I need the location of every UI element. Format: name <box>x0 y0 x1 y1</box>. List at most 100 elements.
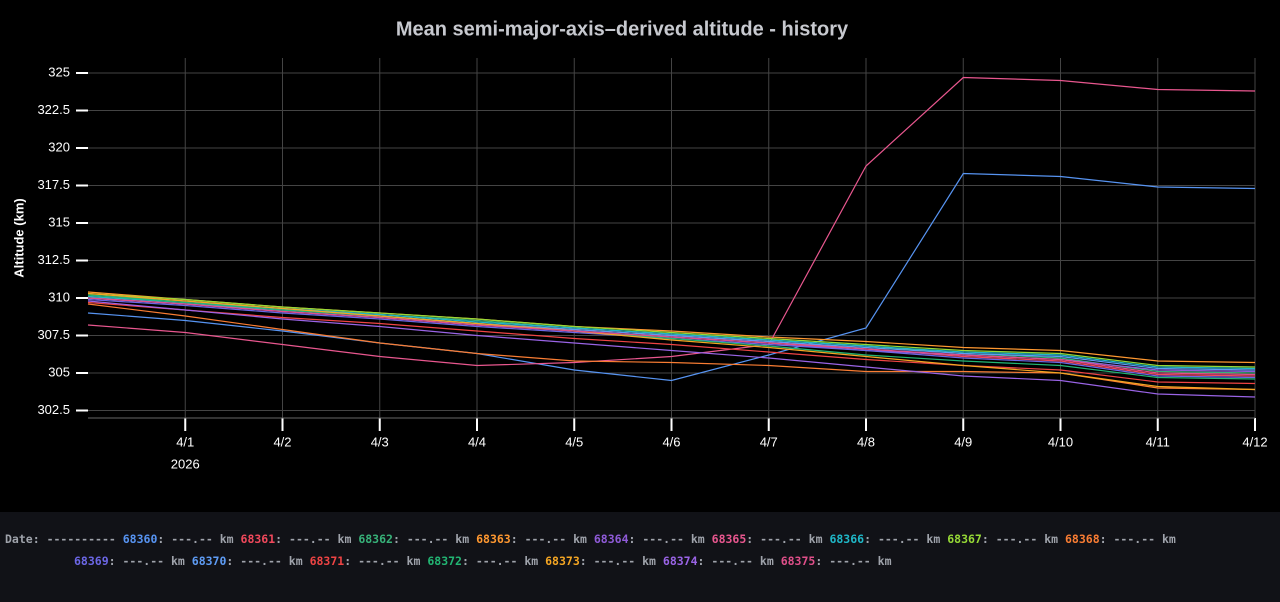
legend-name: 68368 <box>1065 532 1100 546</box>
legend-value: ---.-- <box>240 554 282 568</box>
x-tick-label: 4/8 <box>857 434 875 449</box>
legend-item: 68373: ---.-- km <box>545 554 656 568</box>
legend-name: 68360 <box>122 532 158 546</box>
series-line <box>87 297 1256 376</box>
x-tick-label: 4/2 <box>273 434 291 449</box>
legend-unit: km <box>219 532 234 546</box>
x-tick-label: 4/11 <box>1146 434 1170 449</box>
legend-value: ---.-- <box>406 532 449 546</box>
chart-title: Mean semi-major-axis–derived altitude - … <box>396 18 849 40</box>
y-axis-label: Altitude (km) <box>11 198 26 277</box>
x-tick-label: 4/7 <box>760 434 778 449</box>
legend-unit: km <box>642 554 656 568</box>
legend-value: ---.-- <box>475 554 518 568</box>
legend-item: 68368: ---.-- km <box>1065 532 1176 546</box>
legend-unit: km <box>573 532 587 546</box>
y-tick-label: 325 <box>48 64 70 79</box>
series-line <box>87 76 1256 367</box>
y-tick-label: 305 <box>48 364 70 379</box>
legend-unit: km <box>1044 532 1059 546</box>
legend-unit: km <box>288 554 303 568</box>
legend-name: 68373 <box>545 554 580 568</box>
x-tick-label: 4/4 <box>468 434 486 449</box>
legend-name: 68366 <box>829 532 865 546</box>
legend-value: ---.-- <box>711 554 753 568</box>
legend-name: 68369 <box>74 554 109 568</box>
legend-separator: : <box>579 554 587 568</box>
legend-value: ---.-- <box>877 532 920 546</box>
legend-unit: km <box>690 532 705 546</box>
legend-item: 68367: ---.-- km <box>947 532 1058 546</box>
legend-value: ---.-- <box>1113 532 1156 546</box>
legend-separator: : <box>461 554 469 568</box>
legend-date: ---------- <box>46 532 116 546</box>
x-tick-label: 4/12 <box>1242 434 1267 449</box>
legend-name: 68375 <box>780 554 816 568</box>
legend-item: 68363: ---.-- km <box>476 532 587 546</box>
x-tick-label: 4/9 <box>954 434 972 449</box>
legend-name: 68370 <box>191 554 227 568</box>
chart: Mean semi-major-axis–derived altitude - … <box>11 18 1267 471</box>
legend-item: 68375: ---.-- km <box>781 554 892 568</box>
legend-item: 68360: ---.-- km <box>123 532 234 546</box>
x-tick-label: 4/6 <box>662 434 680 449</box>
x-year-label: 2026 <box>171 456 200 471</box>
legend-item: 68372: ---.-- km <box>427 554 538 568</box>
legend-name: 68371 <box>309 554 345 568</box>
series-line <box>87 292 1256 391</box>
legend: Date: ---------- 68360: ---.-- km 68361:… <box>5 528 1255 572</box>
legend-unit: km <box>455 532 470 546</box>
series-line <box>87 300 1256 398</box>
legend-separator: : <box>981 532 989 546</box>
series-line <box>87 301 1256 385</box>
legend-name: 68361 <box>240 532 276 546</box>
legend-item: 68364: ---.-- km <box>594 532 705 546</box>
legend-separator: : <box>697 554 705 568</box>
legend-separator: : <box>510 532 518 546</box>
x-tick-label: 4/10 <box>1048 434 1073 449</box>
legend-separator: : <box>815 554 823 568</box>
legend-value: ---.-- <box>829 554 871 568</box>
x-tick-label: 4/3 <box>371 434 389 449</box>
legend-separator: : <box>746 532 754 546</box>
x-tick-label: 4/5 <box>565 434 583 449</box>
legend-item: 68366: ---.-- km <box>829 532 940 546</box>
legend-separator: : <box>275 532 283 546</box>
legend-unit: km <box>877 554 892 568</box>
y-tick-label: 307.5 <box>37 327 70 342</box>
legend-item: 68362: ---.-- km <box>358 532 469 546</box>
legend-separator: : <box>864 532 871 546</box>
legend-unit: km <box>808 532 823 546</box>
legend-name: 68367 <box>947 532 982 546</box>
legend-value: ---.-- <box>122 554 165 568</box>
legend-value: ---.-- <box>524 532 567 546</box>
y-tick-label: 302.5 <box>37 402 70 417</box>
legend-separator: : <box>392 532 400 546</box>
series-line <box>87 292 1256 368</box>
legend-separator: : <box>157 532 165 546</box>
legend-separator: : <box>1099 532 1107 546</box>
y-tick-label: 320 <box>48 139 70 154</box>
legend-unit: km <box>1161 532 1176 546</box>
legend-value: ---.-- <box>593 554 636 568</box>
legend-separator: : <box>344 554 352 568</box>
legend-separator: : <box>226 554 234 568</box>
legend-value: ---.-- <box>358 554 400 568</box>
legend-item: 68361: ---.-- km <box>241 532 352 546</box>
legend-name: 68362 <box>358 532 393 546</box>
legend-unit: km <box>926 532 941 546</box>
legend-unit: km <box>406 554 421 568</box>
panel: Mean semi-major-axis–derived altitude - … <box>0 0 1280 512</box>
legend-name: 68363 <box>476 532 511 546</box>
legend-item: 68371: ---.-- km <box>310 554 421 568</box>
legend-value: ---.-- <box>642 532 684 546</box>
legend-unit: km <box>337 532 352 546</box>
legend-unit: km <box>524 554 539 568</box>
legend-item: 68370: ---.-- km <box>192 554 303 568</box>
legend-value: ---.-- <box>289 532 331 546</box>
legend-unit: km <box>759 554 774 568</box>
legend-name: 68372 <box>427 554 462 568</box>
legend-label: Date: <box>5 532 40 546</box>
series-line <box>87 172 1256 382</box>
